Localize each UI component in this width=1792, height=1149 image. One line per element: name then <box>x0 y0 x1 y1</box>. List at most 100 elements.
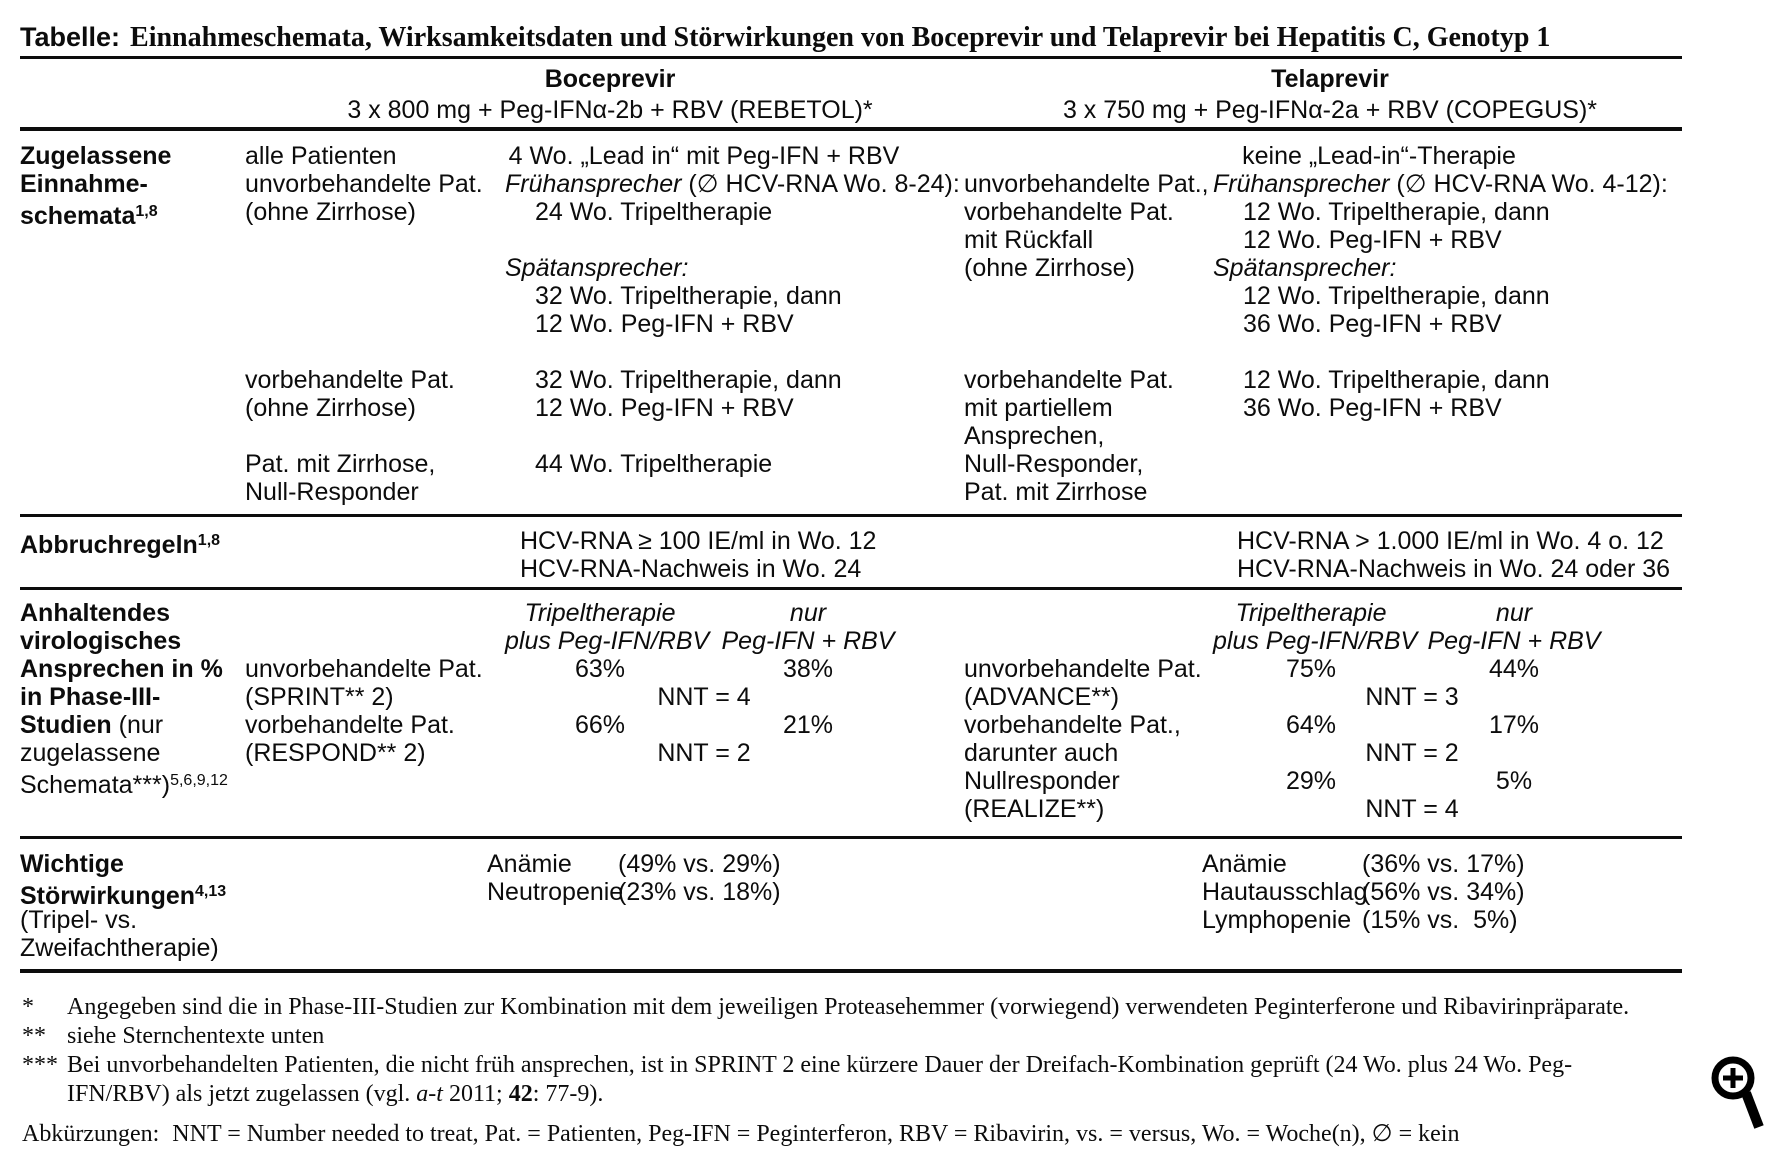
page-title: Tabelle: Einnahmeschemata, Wirksamkeitsda… <box>20 22 1550 54</box>
table-line: 24 Wo. Tripeltherapie <box>535 198 773 226</box>
table-line: (ohne Zirrhose) <box>245 394 416 422</box>
table-line: HCV-RNA > 1.000 IE/ml in Wo. 4 o. 12 <box>1237 527 1664 555</box>
table-line: HCV-RNA-Nachweis in Wo. 24 <box>520 555 862 583</box>
table-line: (15% vs. 5%) <box>1362 906 1518 934</box>
divider-under-header <box>20 127 1682 131</box>
row-label-einnahmeschemata: Zugelassene Einnahme-schemata1,8 <box>20 142 248 230</box>
boceprevir-regimen-details: Frühansprecher (∅ HCV-RNA Wo. 8-24): 24 W… <box>505 142 960 506</box>
telaprevir-adverse-effect-names: Anämie Hautausschlag Lymphopenie <box>1202 850 1368 934</box>
table-line <box>964 282 1210 310</box>
telaprevir-patient-groups: unvorbehandelte Pat., vorbehandelte Pat. m… <box>964 142 1210 506</box>
table-line <box>1213 767 1611 795</box>
column-header-boceprevir: Boceprevir 3 x 800 mg + Peg-IFNα-2b + RB… <box>290 64 930 126</box>
table-line: unvorbehandelte Pat. <box>245 655 483 683</box>
abbreviations-text: NNT = Number needed to treat, Pat. = Pat… <box>172 1121 1460 1147</box>
table-line: (23% vs. 18%) <box>618 878 781 906</box>
table-line: 36 Wo. Peg-IFN + RBV <box>1243 394 1502 422</box>
table-line <box>245 310 501 338</box>
table-line: Zugelassene <box>20 142 172 170</box>
table-line: HCV-RNA-Nachweis in Wo. 24 oder 36 <box>1237 555 1671 583</box>
table-line: NNT = 2 <box>1365 739 1459 767</box>
table-line: Schemata***)5,6,9,12 <box>20 771 228 799</box>
table-line <box>964 627 1210 655</box>
table-line: Hautausschlag <box>1202 878 1368 906</box>
table-line: schemata1,8 <box>20 202 158 230</box>
drug-name-boceprevir: Boceprevir <box>544 65 676 93</box>
table-line: Neutropenie <box>487 878 624 906</box>
abbreviations-label: Abkürzungen: <box>22 1121 160 1147</box>
table-line: NNT = 4 <box>657 683 751 711</box>
table-line: Anämie <box>487 850 572 878</box>
footnote-marker: * <box>22 994 34 1020</box>
table-line: alle Patienten <box>245 142 397 170</box>
table-line: 32 Wo. Tripeltherapie, dann <box>535 366 842 394</box>
table-line: 12 Wo. Tripeltherapie, dann <box>1243 366 1550 394</box>
table-line: vorbehandelte Pat. <box>245 711 455 739</box>
drug-regimen-telaprevir: 3 x 750 mg + Peg-IFNα-2a + RBV (COPEGUS)… <box>1062 96 1598 124</box>
drug-regimen-boceprevir: 3 x 800 mg + Peg-IFNα-2b + RBV (REBETOL)… <box>347 96 873 124</box>
table-line: (36% vs. 17%) <box>1362 850 1525 878</box>
table-line: 12 Wo. Tripeltherapie, dann <box>1243 198 1550 226</box>
table-line: vorbehandelte Pat. <box>964 198 1174 226</box>
table-line: Nullresponder <box>964 767 1120 795</box>
divider-under-title <box>20 56 1682 59</box>
table-line: Null-Responder <box>245 478 419 506</box>
table-line: zugelassene <box>20 739 161 767</box>
footnote-marker <box>22 1080 67 1109</box>
row-label-stoerwirkungen: Wichtige Störwirkungen4,13 (Tripel- vs. Zwe… <box>20 850 248 962</box>
table-line: Peg-IFN + RBV <box>1427 627 1601 655</box>
column-header-telaprevir: Telaprevir 3 x 750 mg + Peg-IFNα-2a + RB… <box>1030 64 1630 126</box>
table-line <box>1213 627 1611 655</box>
divider-bottom <box>20 969 1682 973</box>
boceprevir-patient-groups: alle Patienten unvorbehandelte Pat. (ohne … <box>245 142 501 506</box>
telaprevir-regimen-details: Frühansprecher (∅ HCV-RNA Wo. 4-12): 12 W… <box>1213 142 1668 506</box>
table-line <box>1213 450 1613 478</box>
boceprevir-adverse-effect-rates: (49% vs. 29%) (23% vs. 18%) <box>618 850 781 906</box>
table-line: mit Rückfall <box>964 226 1094 254</box>
table-line: Störwirkungen4,13 <box>20 882 227 910</box>
table-line: 17% <box>1488 711 1540 739</box>
table-line: 12 Wo. Peg-IFN + RBV <box>535 394 794 422</box>
table-line <box>1213 422 1613 450</box>
table-line: Frühansprecher (∅ HCV-RNA Wo. 8-24): <box>505 170 960 198</box>
divider-section-2 <box>20 587 1682 590</box>
footnote-row: ** siehe Sternchentexte unten <box>22 1022 1629 1051</box>
table-line: Lymphopenie <box>1202 906 1352 934</box>
table-line: Anhaltendes <box>20 599 171 627</box>
table-line: Abbruchregeln1,8 <box>20 531 221 559</box>
table-line <box>1213 599 1611 627</box>
table-line <box>245 422 501 450</box>
table-line: 12 Wo. Peg-IFN + RBV <box>1243 226 1502 254</box>
table-line: Pat. mit Zirrhose <box>964 478 1148 506</box>
table-line <box>505 711 903 739</box>
table-line: (56% vs. 34%) <box>1362 878 1525 906</box>
telaprevir-adverse-effect-rates: (36% vs. 17%) (56% vs. 34%) (15% vs. 5%) <box>1362 850 1525 934</box>
table-line: NNT = 2 <box>657 739 751 767</box>
telaprevir-lead-in: keine „Lead-in“-Therapie <box>1242 142 1516 170</box>
table-line <box>245 338 501 366</box>
table-line: Studien (nur <box>20 711 164 739</box>
boceprevir-svr-studies: unvorbehandelte Pat. (SPRINT** 2) vorbehan… <box>245 599 501 823</box>
table-line: (ADVANCE**) <box>964 683 1120 711</box>
table-line: 12 Wo. Tripeltherapie, dann <box>1243 282 1550 310</box>
footnote-text: siehe Sternchentexte unten <box>67 1023 325 1049</box>
table-line: plus Peg-IFN/RBV <box>505 627 710 655</box>
magnifier-plus-icon[interactable] <box>1703 1050 1765 1134</box>
table-line: (49% vs. 29%) <box>618 850 781 878</box>
table-line <box>505 627 903 655</box>
footnote-text: Bei unvorbehandelten Patienten, die nich… <box>67 1052 1573 1078</box>
table-line <box>505 226 903 254</box>
table-line: 63% <box>574 655 626 683</box>
table-line: 66% <box>574 711 626 739</box>
row-label-abbruchregeln: Abbruchregeln1,8 <box>20 527 248 559</box>
telaprevir-svr-studies: unvorbehandelte Pat. (ADVANCE**) vorbehand… <box>964 599 1210 823</box>
table-line: vorbehandelte Pat. <box>964 366 1174 394</box>
table-line: Anämie <box>1202 850 1287 878</box>
table-line: Tripeltherapie <box>524 599 676 627</box>
table-line <box>1213 655 1611 683</box>
table-line: 32 Wo. Tripeltherapie, dann <box>535 282 842 310</box>
table-line: vorbehandelte Pat. <box>245 366 455 394</box>
footnote-marker: ** <box>22 1023 46 1049</box>
table-line: unvorbehandelte Pat. <box>964 655 1202 683</box>
